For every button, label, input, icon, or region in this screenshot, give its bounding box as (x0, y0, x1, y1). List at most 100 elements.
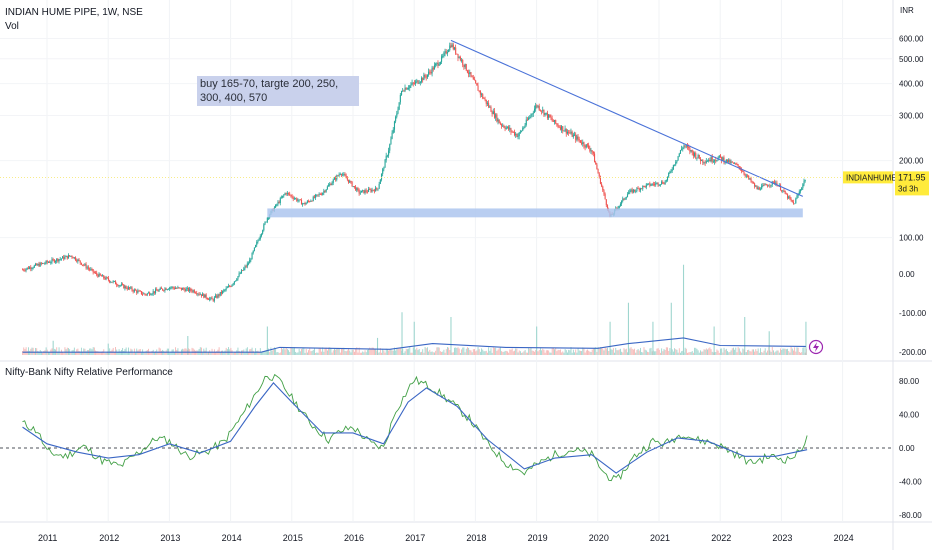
candle-body (149, 292, 151, 295)
volume-bar (235, 352, 237, 355)
volume-bar (672, 351, 674, 355)
candle-body (372, 189, 374, 191)
volume-bar (374, 349, 375, 355)
candle-body (690, 149, 692, 152)
candle-body (595, 162, 597, 165)
volume-bar (263, 351, 265, 355)
candle-body (584, 145, 586, 148)
volume-bar (309, 348, 311, 355)
candle-body (592, 151, 594, 154)
volume-bar (212, 351, 214, 355)
candle-body (358, 189, 360, 194)
volume-bar (348, 348, 350, 355)
candle-body (425, 76, 427, 78)
candle-body (34, 263, 37, 266)
candle-body (430, 72, 432, 74)
candle-body (594, 153, 596, 163)
candle-body (541, 110, 543, 112)
candle-body (207, 299, 210, 300)
candle-body (311, 200, 313, 202)
time-tick-label: 2020 (589, 533, 609, 543)
candle-body (408, 87, 410, 89)
volume-bar (56, 347, 58, 355)
candle-body (119, 285, 121, 287)
volume-bar (279, 352, 281, 355)
volume-label: Vol (5, 21, 19, 32)
volume-bar (803, 347, 805, 355)
candle-body (702, 159, 704, 163)
volume-spike (670, 302, 672, 355)
volume-bar (435, 350, 437, 355)
candle-body (125, 286, 127, 289)
volume-bar (615, 347, 617, 355)
candle-body (635, 190, 637, 192)
volume-bar (676, 349, 678, 355)
volume-bar (711, 351, 713, 355)
candle-body (686, 145, 689, 147)
candle-body (657, 182, 659, 186)
candle-body (709, 159, 711, 162)
volume-bar (40, 351, 42, 355)
candle-body (295, 198, 297, 200)
candle-body (139, 290, 141, 292)
candle-body (262, 230, 264, 234)
volume-bar (697, 350, 699, 355)
volume-bar (603, 350, 605, 355)
candle-body (577, 136, 579, 140)
volume-spike (652, 321, 654, 355)
volume-bar (678, 348, 680, 355)
volume-bar (80, 347, 82, 355)
time-tick-label: 2019 (528, 533, 548, 543)
volume-bar (661, 348, 663, 355)
candle-body (150, 294, 152, 296)
candle-body (315, 195, 317, 198)
candle-body (120, 284, 122, 286)
volume-bar (544, 352, 546, 355)
volume-bar (423, 352, 425, 355)
volume-bar (717, 350, 719, 355)
candle-body (212, 299, 214, 301)
candle-body (436, 62, 438, 64)
volume-bar (636, 350, 638, 355)
candle-body (526, 119, 529, 121)
candle-body (572, 134, 574, 137)
volume-bar (262, 351, 264, 355)
candle-body (249, 259, 251, 264)
volume-bar (530, 347, 532, 355)
volume-bar (727, 351, 728, 355)
candle-body (710, 156, 712, 162)
candle-body (432, 67, 434, 70)
candle-body (624, 198, 626, 200)
candle-body (768, 185, 770, 187)
annotation-note[interactable]: buy 165-70, targte 200, 250, 300, 400, 5… (197, 76, 359, 106)
volume-bar (587, 349, 588, 355)
volume-spike (401, 312, 403, 355)
volume-bar (787, 348, 789, 355)
candle-body (74, 257, 77, 261)
volume-bar (665, 347, 667, 355)
candle-body (132, 290, 134, 292)
candle-body (450, 45, 452, 47)
volume-bar (481, 348, 483, 355)
candle-body (406, 88, 408, 90)
volume-bar (718, 352, 720, 355)
candle-body (404, 87, 406, 92)
candle-body (133, 289, 135, 292)
volume-bar (306, 352, 308, 355)
volume-bar (410, 352, 412, 355)
candle-body (224, 289, 226, 291)
candle-body (774, 181, 776, 184)
volume-bar (357, 352, 359, 355)
volume-bar (150, 352, 152, 355)
candle-body (184, 289, 186, 292)
candle-body (96, 272, 98, 275)
volume-bar (205, 347, 207, 355)
volume-bar (296, 352, 298, 355)
candle-body (743, 171, 745, 175)
volume-bar (417, 350, 419, 355)
volume-bar (386, 349, 388, 355)
candle-body (542, 109, 544, 112)
trendline (450, 39, 804, 197)
volume-bar (315, 352, 317, 355)
